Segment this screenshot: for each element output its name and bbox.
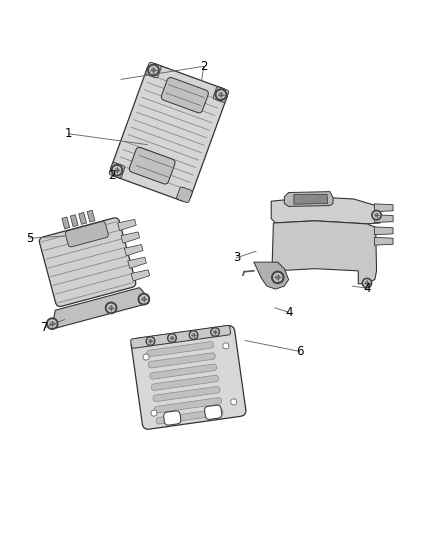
Polygon shape [161,77,208,113]
Polygon shape [131,326,230,348]
Text: 2: 2 [109,168,116,182]
Circle shape [364,280,370,286]
Circle shape [192,334,195,336]
Circle shape [115,168,119,172]
Polygon shape [129,148,175,184]
Circle shape [169,335,175,341]
Polygon shape [131,326,246,429]
Polygon shape [254,262,289,289]
Circle shape [148,64,159,76]
Circle shape [217,91,225,98]
Circle shape [106,302,117,313]
Text: 4: 4 [363,282,371,295]
Circle shape [138,294,149,305]
Polygon shape [70,215,78,227]
Circle shape [219,93,223,96]
Polygon shape [124,245,143,256]
Polygon shape [128,257,146,269]
Polygon shape [152,375,219,390]
Polygon shape [39,218,136,306]
Polygon shape [148,353,215,368]
Circle shape [146,337,155,345]
Text: 2: 2 [200,60,208,73]
Polygon shape [374,227,393,235]
Circle shape [231,399,237,405]
Polygon shape [146,62,161,78]
Circle shape [223,343,229,349]
Circle shape [50,322,54,326]
Polygon shape [271,197,380,224]
Circle shape [49,320,56,327]
Circle shape [142,297,146,301]
Circle shape [46,318,58,329]
Polygon shape [294,194,328,204]
Polygon shape [272,221,377,284]
Circle shape [274,273,282,281]
Polygon shape [374,204,393,212]
Circle shape [372,211,381,220]
Text: 5: 5 [26,232,33,245]
Circle shape [107,304,115,312]
Circle shape [214,330,217,334]
Polygon shape [110,63,228,201]
Polygon shape [164,411,181,425]
Polygon shape [121,232,140,243]
Circle shape [374,212,380,218]
Circle shape [151,410,157,416]
Polygon shape [153,386,220,401]
Circle shape [148,338,153,344]
Polygon shape [79,213,87,224]
Circle shape [365,281,369,285]
Polygon shape [65,222,108,247]
Circle shape [143,354,149,360]
Text: 7: 7 [41,321,49,334]
Circle shape [211,328,219,336]
Polygon shape [177,187,192,203]
Circle shape [152,68,155,72]
Polygon shape [118,220,136,231]
Polygon shape [147,342,214,357]
Polygon shape [87,210,95,222]
Polygon shape [156,409,223,424]
Circle shape [149,340,152,343]
Polygon shape [213,87,229,102]
Text: 1: 1 [65,127,73,140]
Polygon shape [374,237,393,245]
Polygon shape [62,217,70,229]
Text: 3: 3 [233,251,240,264]
Text: 4: 4 [285,306,293,319]
Circle shape [191,332,196,338]
Circle shape [111,165,123,176]
Polygon shape [205,405,222,419]
Circle shape [140,295,148,303]
Circle shape [109,306,113,310]
Polygon shape [109,163,125,178]
Polygon shape [53,288,148,328]
Circle shape [168,334,177,342]
Circle shape [272,271,284,284]
Circle shape [170,336,173,340]
Circle shape [375,214,378,217]
Polygon shape [374,215,393,223]
Text: 6: 6 [296,345,303,358]
Polygon shape [284,192,333,206]
Circle shape [150,67,157,74]
Circle shape [113,167,120,174]
Circle shape [362,278,372,288]
Circle shape [212,329,218,335]
Polygon shape [150,364,217,379]
Circle shape [215,89,226,100]
Circle shape [189,330,198,340]
Circle shape [276,275,280,279]
Polygon shape [155,398,222,413]
Polygon shape [131,270,150,281]
